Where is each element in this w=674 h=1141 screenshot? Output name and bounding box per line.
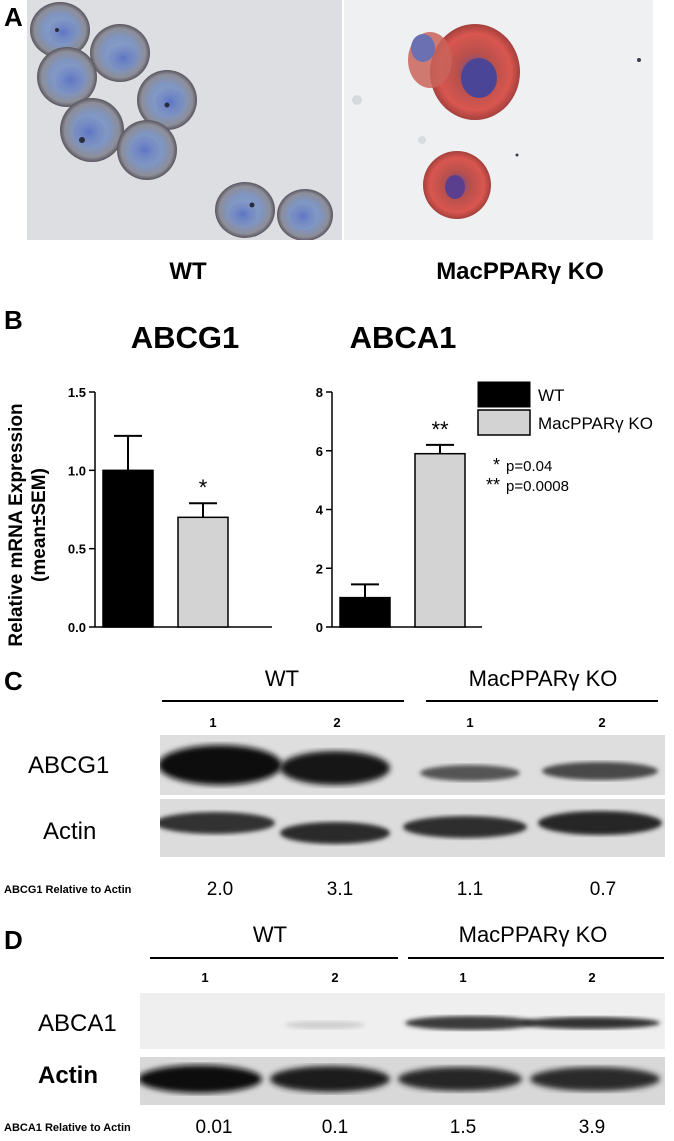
blot-c-protein-label: ABCG1	[28, 752, 110, 779]
blot-d-wt-line	[150, 957, 398, 959]
abca1-significance-marker: **	[431, 417, 449, 442]
blot-d-control-label: Actin	[38, 1062, 98, 1089]
abca1-tick-label: 2	[316, 561, 323, 576]
abca1-bar-ko	[414, 452, 466, 628]
blot-d-lane-2: 2	[331, 970, 339, 985]
legend: WT MacPPARγ KO	[477, 381, 653, 436]
blot-c-ko-line	[426, 700, 658, 702]
blot-d-ko-group: MacPPARγ KO	[458, 922, 608, 947]
abca1-tick-label: 6	[316, 444, 323, 459]
blot-c-lane-4: 2	[598, 715, 606, 730]
panel-label-c: C	[4, 666, 23, 696]
blot-d-ko-line	[408, 957, 664, 959]
blot-c-ko-group: MacPPARγ KO	[468, 666, 618, 691]
pvalue-stars-1: *	[493, 455, 500, 475]
blot-c-wt-line	[162, 700, 404, 702]
abcg1-significance-marker: *	[199, 475, 208, 500]
blot-c-wt-group: WT	[264, 666, 300, 691]
blot-c-quant-label: ABCG1 Relative to Actin	[4, 884, 132, 896]
y-axis-label-line1: Relative mRNA Expression	[6, 403, 27, 646]
blot-c-lane-3: 1	[466, 715, 474, 730]
blot-d-lane-4: 2	[588, 970, 596, 985]
blot-d-quant-3: 1.5	[449, 1117, 477, 1138]
blot-c-quant-4: 0.7	[589, 879, 617, 900]
pvalue-stars-2: **	[486, 475, 500, 495]
panel-label-d: D	[4, 925, 23, 955]
blot-d-quant-label: ABCA1 Relative to Actin	[4, 1122, 131, 1134]
abca1-tick-label: 8	[316, 385, 323, 400]
blot-c-control-label: Actin	[43, 818, 97, 845]
panel-label-b: B	[4, 305, 23, 335]
micrograph-ko-label: MacPPARγ KO	[436, 258, 604, 285]
blot-c-quant-3: 1.1	[456, 879, 484, 900]
blot-c-lane-1: 1	[209, 715, 217, 730]
abcg1-tick-label: 0.5	[68, 542, 86, 557]
y-axis-label-line2: (mean±SEM)	[29, 468, 50, 582]
blot-d-lane-3: 1	[459, 970, 467, 985]
blot-d-quant-1: 0.01	[195, 1117, 233, 1138]
abca1-tick-label: 4	[316, 503, 324, 518]
abca1-bar-chart: 0 2 4 6 8 **	[316, 385, 482, 635]
blot-d-wt-group: WT	[252, 922, 288, 947]
abcg1-bar-chart: 0.0 0.5 1.0 1.5 *	[68, 385, 272, 635]
abcg1-tick-label: 0.0	[68, 620, 86, 635]
legend-swatch-wt	[477, 381, 531, 408]
blot-d-quant-4: 3.9	[578, 1117, 606, 1138]
legend-swatch-ko	[477, 409, 531, 436]
pvalue-text-2: p=0.0008	[506, 478, 569, 495]
blot-d-quant-2: 0.1	[321, 1117, 349, 1138]
abcg1-tick-label: 1.0	[68, 463, 86, 478]
micrograph-wt-label: WT	[169, 258, 207, 285]
abca1-bar-wt	[339, 596, 391, 628]
blot-c-image	[160, 735, 665, 857]
legend-label-wt: WT	[538, 386, 564, 405]
abcg1-tick-label: 1.5	[68, 385, 86, 400]
panel-label-a: A	[4, 2, 23, 32]
micrograph-panel-a	[27, 0, 653, 240]
abca1-tick-label: 0	[316, 620, 323, 635]
blot-d-protein-label: ABCA1	[38, 1010, 117, 1037]
legend-label-ko: MacPPARγ KO	[538, 414, 653, 433]
pvalue-text-1: p=0.04	[506, 458, 552, 475]
abcg1-bar-wt	[102, 469, 154, 628]
blot-c-lane-2: 2	[333, 715, 341, 730]
p-values: * p=0.04 ** p=0.0008	[486, 455, 569, 495]
blot-d-image	[140, 993, 665, 1105]
wt-cells	[30, 2, 333, 240]
blot-c-quant-2: 3.1	[326, 879, 354, 900]
chart-title-abca1: ABCA1	[349, 320, 457, 355]
ko-cells	[352, 24, 641, 219]
chart-title-abcg1: ABCG1	[130, 320, 240, 355]
blot-c-quant-1: 2.0	[206, 879, 234, 900]
blot-d-lane-1: 1	[201, 970, 209, 985]
abcg1-bar-ko	[177, 516, 229, 628]
bar-charts-panel-b: Relative mRNA Expression (mean±SEM) 0.00…	[6, 381, 653, 647]
